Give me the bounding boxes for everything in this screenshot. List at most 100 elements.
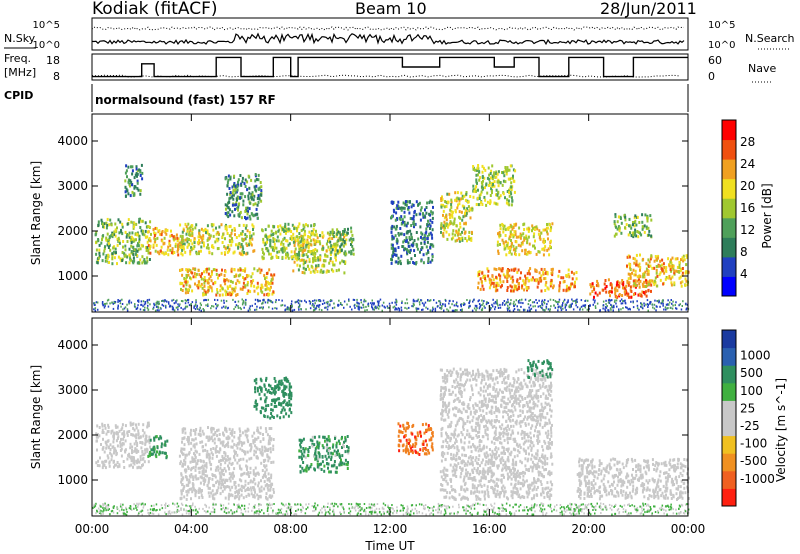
range-cell xyxy=(456,301,458,304)
range-cell xyxy=(254,308,256,311)
range-cell xyxy=(431,228,434,232)
range-cell xyxy=(481,183,484,187)
range-cell xyxy=(319,242,322,246)
range-cell xyxy=(427,219,429,223)
range-cell xyxy=(633,282,636,286)
range-cell xyxy=(526,276,529,280)
range-cell xyxy=(107,246,110,249)
range-cell xyxy=(177,248,179,251)
range-cell xyxy=(620,231,623,235)
range-cell xyxy=(502,179,505,183)
range-cell xyxy=(571,302,573,305)
range-cell xyxy=(110,223,113,227)
range-cell xyxy=(399,218,402,221)
range-cell xyxy=(423,303,425,306)
range-cell xyxy=(220,508,223,511)
range-cell xyxy=(484,274,487,278)
range-cell xyxy=(553,304,555,307)
range-cell xyxy=(293,250,296,254)
range-cell xyxy=(306,224,309,228)
range-cell xyxy=(409,238,412,242)
range-cell xyxy=(429,246,432,249)
range-cell xyxy=(198,250,200,254)
range-cell xyxy=(298,306,300,308)
range-cell xyxy=(341,505,343,508)
range-cell xyxy=(262,306,264,309)
power-colorbar-swatch xyxy=(722,120,736,141)
range-cell xyxy=(143,504,145,507)
range-cell xyxy=(506,286,509,289)
range-cell xyxy=(675,307,678,310)
range-cell xyxy=(658,300,660,303)
range-cell xyxy=(128,247,131,251)
range-cell xyxy=(151,509,154,512)
range-cell xyxy=(165,513,167,516)
range-cell xyxy=(244,178,247,182)
range-cell xyxy=(413,210,416,214)
range-cell xyxy=(171,308,174,311)
range-cell xyxy=(336,251,339,255)
range-cell xyxy=(117,299,119,301)
range-cell xyxy=(134,185,137,189)
range-cell xyxy=(113,432,115,436)
range-cell xyxy=(158,302,160,305)
range-cell xyxy=(242,301,244,304)
range-cell xyxy=(454,191,457,195)
range-cell xyxy=(474,502,477,505)
range-cell xyxy=(168,302,170,305)
range-cell xyxy=(108,236,111,240)
range-cell xyxy=(445,205,448,208)
range-cell xyxy=(383,512,385,515)
range-cell xyxy=(126,430,129,434)
range-cell xyxy=(444,510,447,513)
range-cell xyxy=(611,299,613,302)
range-cell xyxy=(493,513,496,516)
range-cell xyxy=(549,223,551,227)
range-cell xyxy=(198,507,200,510)
range-cell xyxy=(248,239,251,243)
range-cell xyxy=(649,508,652,511)
range-cell xyxy=(404,200,407,204)
range-cell xyxy=(234,207,236,211)
range-cell xyxy=(396,204,399,208)
range-cell xyxy=(662,299,664,302)
range-cell xyxy=(313,509,316,512)
range-cell xyxy=(413,304,415,306)
range-cell xyxy=(530,506,533,509)
range-cell xyxy=(305,259,308,263)
range-cell xyxy=(512,289,515,293)
range-cell xyxy=(244,226,247,230)
range-cell xyxy=(205,246,208,250)
range-cell xyxy=(232,189,235,193)
range-cell xyxy=(502,273,505,277)
range-cell xyxy=(108,261,110,264)
range-cell xyxy=(319,234,321,237)
range-cell xyxy=(283,249,286,253)
range-cell xyxy=(305,301,307,304)
range-cell xyxy=(460,210,463,214)
range-cell xyxy=(239,268,242,272)
range-cell xyxy=(180,509,182,511)
range-cell xyxy=(410,235,413,239)
range-cell xyxy=(107,305,110,308)
range-cell xyxy=(109,248,112,252)
range-cell xyxy=(352,248,355,252)
range-cell xyxy=(363,298,366,301)
range-cell xyxy=(635,510,638,513)
range-cell xyxy=(462,215,465,219)
range-cell xyxy=(645,303,647,306)
range-cell xyxy=(591,282,594,286)
range-cell xyxy=(130,455,133,459)
range-cell xyxy=(184,299,187,302)
range-cell xyxy=(146,299,149,302)
range-cell xyxy=(485,203,488,207)
range-cell xyxy=(376,306,379,309)
range-cell xyxy=(607,301,610,304)
range-cell xyxy=(259,193,262,197)
range-cell xyxy=(369,506,371,509)
range-cell xyxy=(431,253,434,257)
range-cell xyxy=(468,302,470,305)
range-cell xyxy=(228,249,230,253)
range-cell xyxy=(476,166,479,170)
range-cell xyxy=(491,281,494,285)
